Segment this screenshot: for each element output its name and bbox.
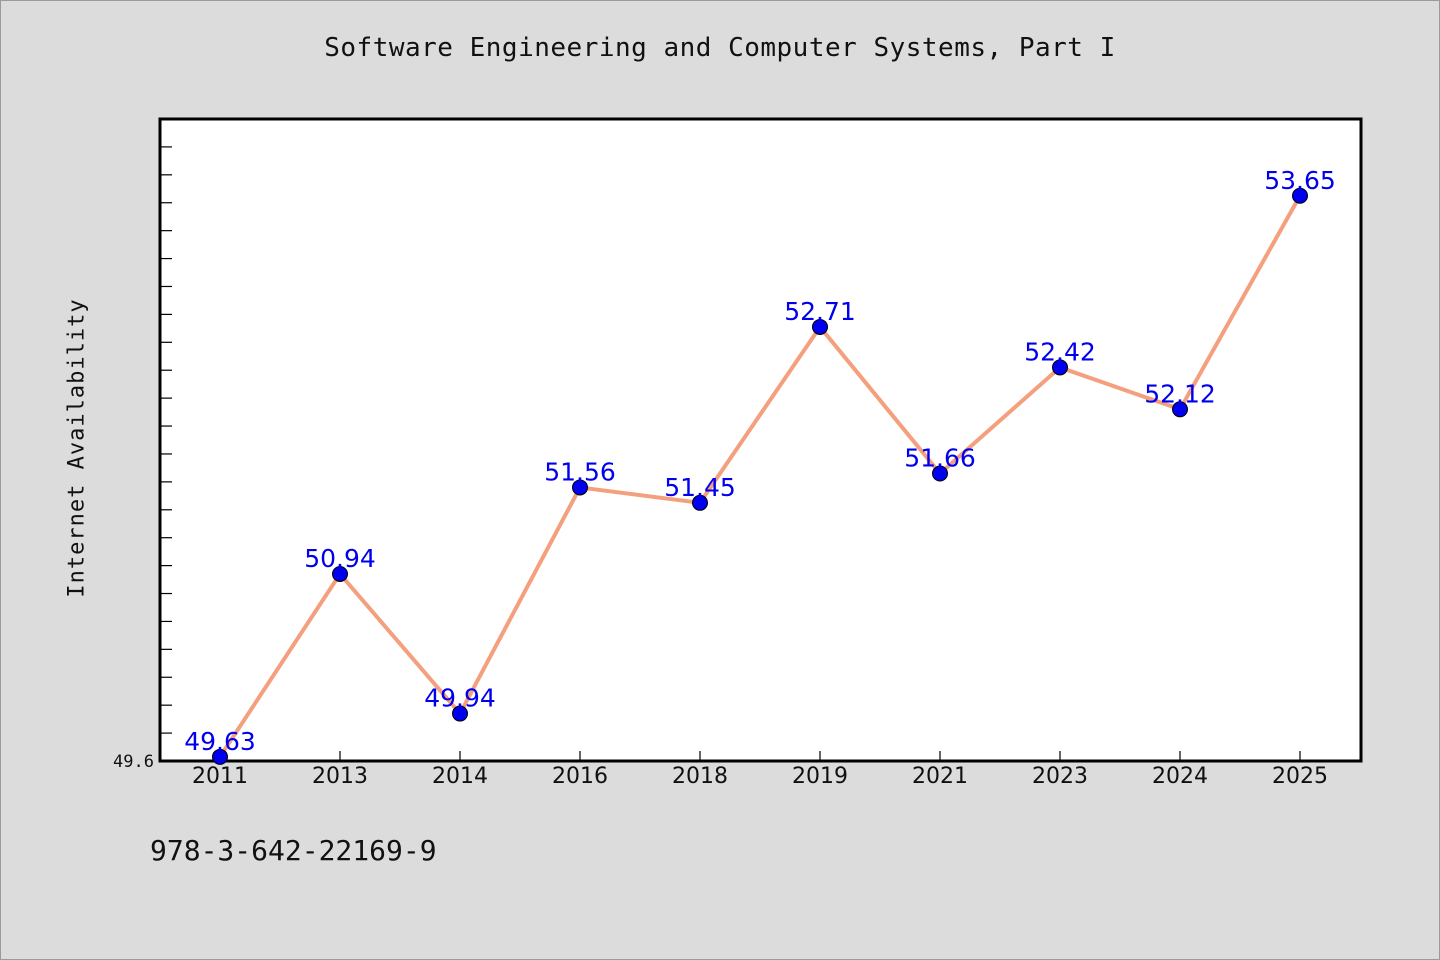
data-label: 51.56 (544, 457, 616, 486)
data-label: 51.66 (904, 443, 976, 472)
series-line (218, 193, 1302, 759)
x-axis-ticks: 2011 2013 2014 2016 2018 2019 2021 2023 2024 2025 (192, 751, 1328, 789)
series-layer (218, 193, 1302, 759)
data-point-marker (812, 318, 828, 335)
chart-title: Software Engineering and Computer System… (324, 33, 1116, 63)
data-point-marker (212, 748, 228, 765)
data-point-marker (572, 479, 588, 496)
data-labels-layer: 49.63 50.94 49.94 51.56 51.45 52.71 51.66 52.42… (184, 166, 1336, 756)
x-tick-label: 2013 (312, 764, 368, 789)
data-point-marker (1052, 359, 1068, 376)
x-tick-label: 2024 (1152, 764, 1208, 789)
markers-layer (212, 187, 1308, 765)
x-tick-label: 2018 (672, 764, 728, 789)
x-tick-label: 2023 (1032, 764, 1088, 789)
data-point-marker (932, 465, 948, 482)
x-tick-label: 2019 (792, 764, 848, 789)
footer-code: 978-3-642-22169-9 (150, 834, 437, 867)
data-label: 52.71 (784, 297, 856, 326)
data-point-marker (332, 565, 348, 582)
data-label: 50.94 (304, 544, 376, 573)
x-tick-label: 2011 (192, 764, 248, 789)
plot-area (158, 117, 1363, 763)
data-point-marker (692, 494, 708, 511)
data-point-marker (452, 705, 468, 722)
x-tick-label: 2014 (432, 764, 488, 789)
data-label: 49.63 (184, 727, 256, 756)
data-point-marker (1292, 187, 1308, 204)
y-axis-ticks: 49.6 (113, 118, 172, 772)
x-tick-label: 2021 (912, 764, 968, 789)
y-tick-label: 49.6 (113, 752, 154, 772)
data-label: 52.42 (1024, 337, 1096, 366)
data-point-marker (1172, 401, 1188, 418)
x-tick-label: 2025 (1272, 764, 1328, 789)
data-label: 51.45 (664, 473, 736, 502)
data-label: 52.12 (1144, 379, 1216, 408)
data-label: 53.65 (1264, 166, 1336, 195)
data-label: 49.94 (424, 684, 496, 713)
x-tick-label: 2016 (552, 764, 608, 789)
